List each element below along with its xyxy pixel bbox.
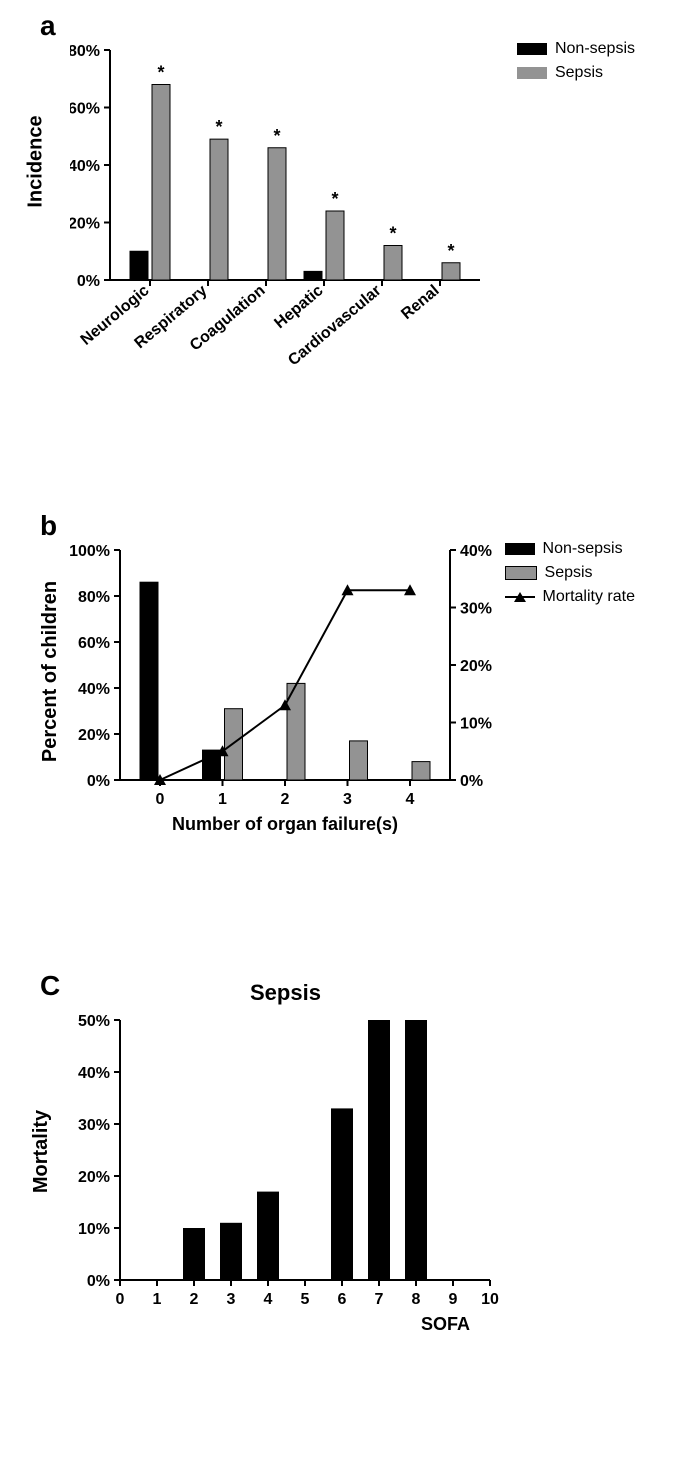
svg-text:0%: 0% bbox=[87, 1273, 110, 1290]
svg-text:30%: 30% bbox=[78, 1117, 110, 1134]
svg-text:5: 5 bbox=[301, 1291, 310, 1308]
svg-text:20%: 20% bbox=[460, 658, 492, 675]
svg-text:80%: 80% bbox=[70, 43, 100, 60]
svg-text:4: 4 bbox=[406, 791, 415, 808]
legend-label: Non-sepsis bbox=[543, 540, 623, 558]
svg-text:40%: 40% bbox=[78, 681, 110, 698]
svg-text:40%: 40% bbox=[78, 1065, 110, 1082]
svg-text:20%: 20% bbox=[70, 216, 100, 233]
svg-text:10%: 10% bbox=[460, 716, 492, 733]
svg-text:Renal: Renal bbox=[398, 282, 442, 323]
svg-text:*: * bbox=[215, 117, 222, 137]
svg-text:1: 1 bbox=[153, 1291, 162, 1308]
panel-c-label: C bbox=[40, 970, 60, 1002]
panel-c-title: Sepsis bbox=[250, 980, 321, 1006]
svg-text:*: * bbox=[273, 126, 280, 146]
panel-c-ylabel: Mortality bbox=[30, 1110, 53, 1193]
svg-text:*: * bbox=[331, 189, 338, 209]
svg-text:Number of organ failure(s): Number of organ failure(s) bbox=[172, 814, 398, 834]
svg-text:60%: 60% bbox=[70, 101, 100, 118]
svg-text:*: * bbox=[389, 224, 396, 244]
svg-text:10%: 10% bbox=[78, 1221, 110, 1238]
panel-b-label: b bbox=[40, 510, 57, 542]
svg-text:1: 1 bbox=[218, 791, 227, 808]
svg-text:60%: 60% bbox=[78, 635, 110, 652]
svg-text:20%: 20% bbox=[78, 1169, 110, 1186]
svg-text:0: 0 bbox=[156, 791, 165, 808]
panel-a-label: a bbox=[40, 10, 56, 42]
panel-b-ylabel-left: Percent of children bbox=[39, 581, 62, 762]
svg-text:20%: 20% bbox=[78, 727, 110, 744]
svg-text:3: 3 bbox=[227, 1291, 236, 1308]
svg-text:40%: 40% bbox=[70, 158, 100, 175]
svg-text:80%: 80% bbox=[78, 589, 110, 606]
svg-text:0: 0 bbox=[116, 1291, 125, 1308]
svg-text:*: * bbox=[157, 63, 164, 83]
panel-c: C Sepsis Mortality 0%10%20%30%40%50%0123… bbox=[10, 980, 675, 1380]
chart-c-svg: 0% 10% 20% 30% 40% 50% 0 1 2 3 4 5 6 7 8 9 10 SOFA bbox=[70, 1010, 570, 1370]
svg-text:100%: 100% bbox=[70, 543, 110, 560]
panel-a-ylabel: Incidence bbox=[25, 115, 48, 207]
legend-label: Non-sepsis bbox=[555, 40, 635, 58]
svg-text:2: 2 bbox=[281, 791, 290, 808]
svg-text:40%: 40% bbox=[460, 543, 492, 560]
svg-text:*: * bbox=[447, 241, 454, 261]
svg-text:0%: 0% bbox=[460, 773, 483, 790]
svg-text:SOFA: SOFA bbox=[421, 1314, 470, 1334]
svg-text:10: 10 bbox=[481, 1291, 499, 1308]
legend-label: Sepsis bbox=[545, 564, 593, 582]
svg-text:8: 8 bbox=[412, 1291, 421, 1308]
svg-text:2: 2 bbox=[190, 1291, 199, 1308]
svg-text:7: 7 bbox=[375, 1291, 384, 1308]
chart-a-svg: 0%20%40%60%80%*Neurologic*Respiratory*Co… bbox=[70, 40, 550, 440]
svg-text:30%: 30% bbox=[460, 601, 492, 618]
panel-b: b Percent of children Non-sepsis Sepsis … bbox=[10, 520, 675, 900]
svg-text:0%: 0% bbox=[77, 273, 100, 290]
chart-b-svg: 0% 20% 40% 60% 80% 100% 0% 10% 20% 30% 40% 0 1 2 3 4 Num… bbox=[70, 540, 550, 880]
svg-text:50%: 50% bbox=[78, 1013, 110, 1030]
panel-a: a Incidence Non-sepsis Sepsis 0%20%40%60… bbox=[10, 20, 675, 440]
svg-text:3: 3 bbox=[343, 791, 352, 808]
legend-label: Mortality rate bbox=[543, 588, 635, 606]
svg-text:Hepatic: Hepatic bbox=[271, 282, 326, 332]
svg-text:0%: 0% bbox=[87, 773, 110, 790]
legend-label: Sepsis bbox=[555, 64, 603, 82]
svg-text:4: 4 bbox=[264, 1291, 273, 1308]
svg-text:9: 9 bbox=[449, 1291, 458, 1308]
svg-text:6: 6 bbox=[338, 1291, 347, 1308]
